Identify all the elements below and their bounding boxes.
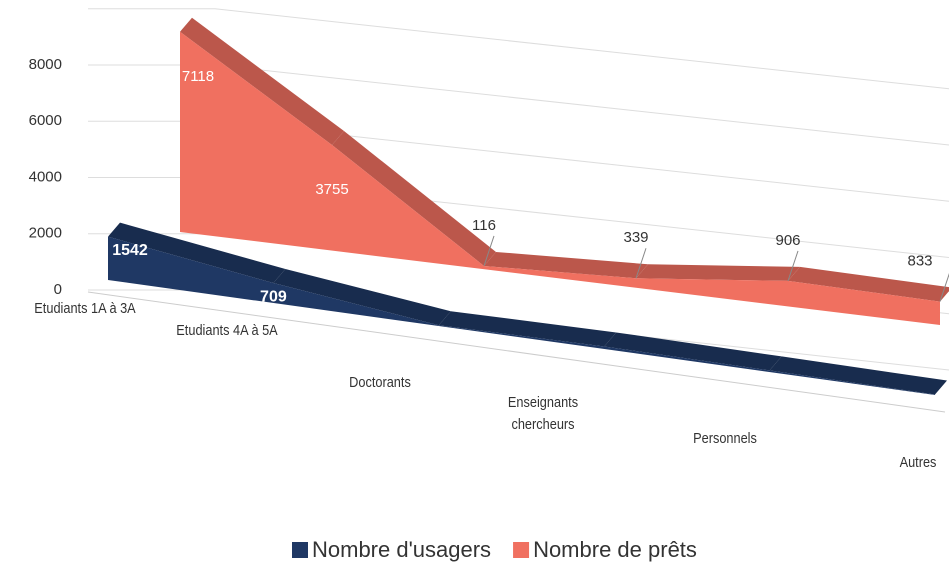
x-tick-label: Enseignants chercheurs: [507, 394, 579, 433]
legend: Nombre d'usagers Nombre de prêts: [292, 537, 697, 562]
area-top: [769, 356, 947, 395]
x-tick-label: Etudiants 1A à 3A: [34, 300, 136, 317]
area-top: [273, 269, 451, 326]
value-label: 28: [430, 330, 448, 347]
value-label: 906: [775, 232, 800, 249]
y-tick-label: 8000: [29, 56, 62, 73]
value-label: 833: [907, 253, 932, 270]
area-top: [788, 266, 949, 302]
series: 154270928915617: [108, 222, 947, 417]
x-tick-label: Autres: [899, 454, 937, 471]
value-label: 1542: [112, 242, 148, 259]
legend-label: Nombre d'usagers: [312, 537, 491, 562]
x-axis: [87, 291, 946, 413]
value-label: 3755: [315, 181, 348, 198]
series: 7118 3755 116 339 906 833: [180, 17, 949, 326]
leader-line: [483, 235, 495, 267]
value-label: 709: [260, 288, 287, 305]
leader-line: [939, 272, 949, 302]
wall-top: [88, 8, 949, 90]
legend-swatch: [292, 542, 308, 558]
area-top: [636, 264, 800, 281]
area-top: [484, 251, 648, 279]
area-top: [438, 311, 617, 347]
value-label: 56: [761, 376, 779, 393]
area-top: [604, 332, 782, 371]
x-tick-label: Etudiants 4A à 5A: [176, 322, 278, 339]
legend-swatch: [513, 542, 530, 558]
value-label: 7118: [182, 68, 214, 85]
area-top: [180, 17, 344, 145]
y-tick-label: 6000: [29, 112, 62, 129]
legend-label: Nombre de prêts: [533, 537, 697, 562]
area: [180, 31, 940, 326]
value-label: 339: [623, 229, 648, 246]
area-top: [108, 222, 286, 284]
leader-line: [787, 250, 799, 282]
x-tick-label: Personnels: [693, 430, 757, 447]
x-tick-label: Doctorants: [349, 374, 411, 391]
value-label: 91: [595, 352, 613, 369]
y-tick-label: 4000: [29, 168, 62, 185]
y-tick-label: 2000: [29, 225, 62, 242]
value-label: 116: [472, 217, 496, 234]
area-top: [332, 130, 496, 266]
leader-line: [635, 248, 647, 279]
y-tick-label: 0: [54, 281, 62, 298]
